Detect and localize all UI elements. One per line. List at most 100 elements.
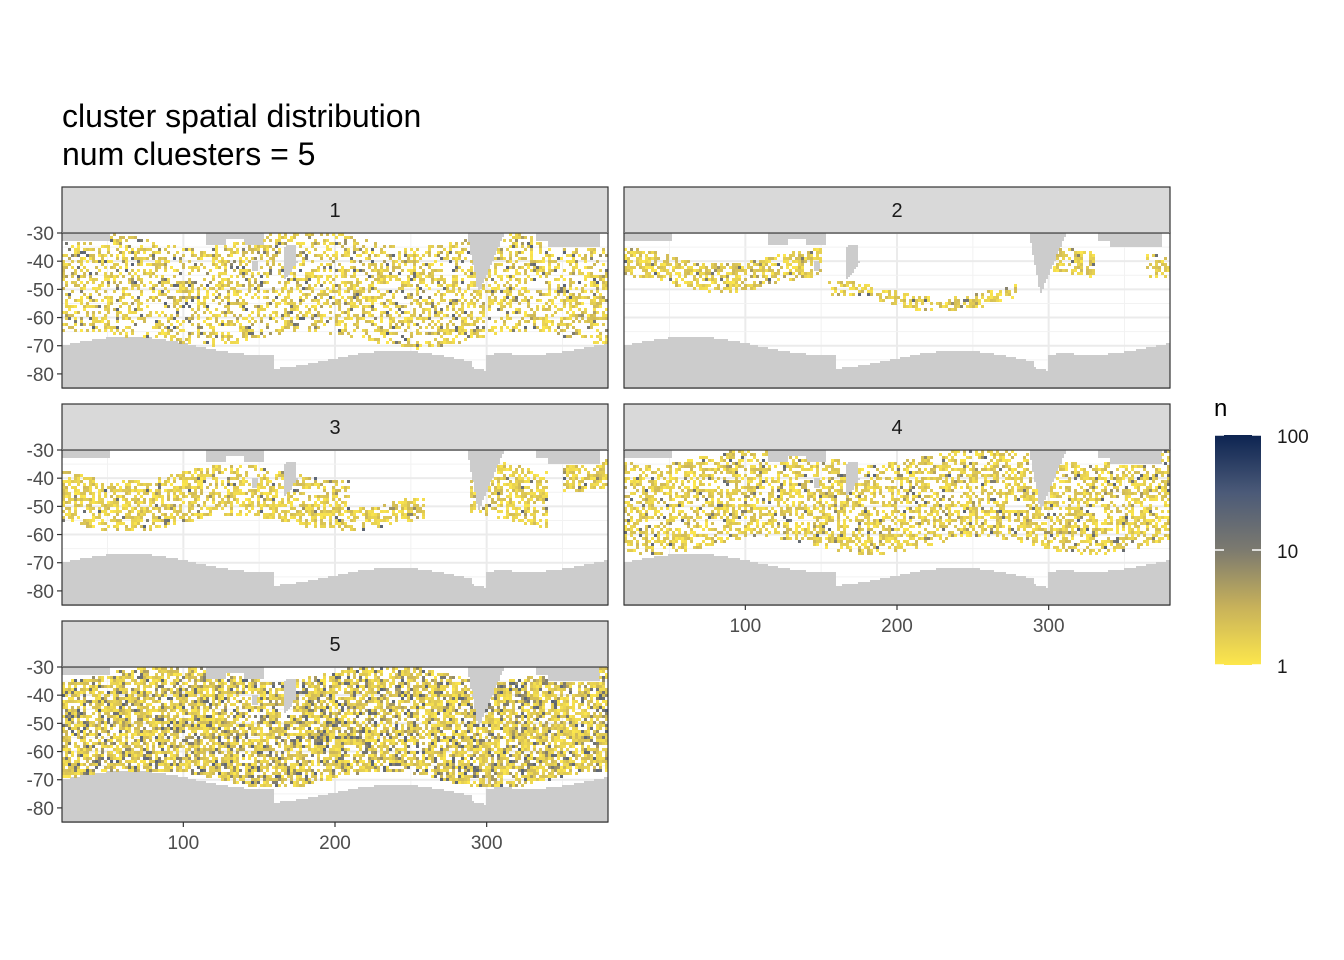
data-cell [377, 329, 380, 332]
land-cell [296, 365, 472, 367]
land-cell [624, 377, 1170, 379]
data-cell [380, 281, 383, 284]
data-cell [596, 341, 599, 344]
data-cell [347, 290, 350, 293]
data-cell [284, 519, 287, 522]
data-cell [605, 254, 608, 257]
land-cell [284, 490, 290, 492]
data-cell [467, 275, 470, 278]
data-cell [158, 323, 161, 326]
data-cell [176, 498, 179, 501]
data-cell [879, 293, 882, 296]
data-cell [491, 492, 494, 495]
data-cell [242, 284, 245, 287]
data-cell [194, 489, 197, 492]
data-cell [335, 507, 338, 510]
data-cell [654, 263, 657, 266]
data-cell [230, 483, 233, 486]
data-cell [218, 281, 221, 284]
data-cell [68, 326, 71, 329]
data-cell [521, 299, 524, 302]
data-cell [242, 492, 245, 495]
land-cell [1124, 351, 1170, 353]
data-cell [365, 516, 368, 519]
data-cell [410, 320, 413, 323]
data-cell [158, 519, 161, 522]
data-cell [302, 513, 305, 516]
data-cell [497, 510, 500, 513]
data-cell [143, 492, 146, 495]
data-cell [584, 486, 587, 489]
data-cell [152, 495, 155, 498]
data-cell [305, 305, 308, 308]
data-cell [305, 275, 308, 278]
data-cell [533, 266, 536, 269]
data-cell [296, 284, 299, 287]
data-cell [473, 302, 476, 305]
land-cell [62, 452, 110, 454]
data-cell [596, 471, 599, 474]
data-cell [578, 471, 581, 474]
data-cell [377, 513, 380, 516]
data-cell [416, 498, 419, 501]
data-cell [179, 507, 182, 510]
data-cell [113, 242, 116, 245]
data-cell [539, 498, 542, 501]
data-cell [645, 275, 648, 278]
data-cell [317, 486, 320, 489]
data-cell [203, 251, 206, 254]
data-cell [335, 495, 338, 498]
data-cell [350, 257, 353, 260]
data-cell [131, 480, 134, 483]
data-cell [110, 486, 113, 489]
data-cell [65, 314, 68, 317]
data-cell [494, 299, 497, 302]
data-cell [404, 338, 407, 341]
land-cell [624, 592, 1170, 594]
data-cell [735, 278, 738, 281]
data-cell [509, 501, 512, 504]
data-cell [554, 266, 557, 269]
data-cell [527, 242, 530, 245]
data-cell [530, 239, 533, 242]
data-cell [341, 245, 344, 248]
data-cell [245, 492, 248, 495]
data-cell [593, 278, 596, 281]
data-cell [83, 519, 86, 522]
data-cell [194, 480, 197, 483]
data-cell [317, 513, 320, 516]
data-cell [305, 314, 308, 317]
data-cell [263, 486, 266, 489]
data-cell [503, 516, 506, 519]
data-cell [446, 257, 449, 260]
data-cell [386, 290, 389, 293]
data-cell [116, 510, 119, 513]
data-cell [161, 323, 164, 326]
data-cell [74, 248, 77, 251]
data-cell [257, 251, 260, 254]
land-cell [284, 255, 296, 257]
data-cell [476, 290, 479, 293]
land-cell [284, 474, 296, 476]
data-cell [599, 480, 602, 483]
data-cell [503, 290, 506, 293]
data-cell [590, 474, 593, 477]
data-cell [113, 332, 116, 335]
data-cell [164, 257, 167, 260]
data-cell [224, 311, 227, 314]
data-cell [572, 320, 575, 323]
data-cell [563, 471, 566, 474]
data-cell [413, 257, 416, 260]
data-cell [329, 290, 332, 293]
data-cell [161, 329, 164, 332]
data-cell [194, 495, 197, 498]
data-cell [590, 290, 593, 293]
data-cell [669, 278, 672, 281]
land-cell [1038, 285, 1044, 287]
data-cell [401, 501, 404, 504]
data-cell [404, 317, 407, 320]
data-cell [389, 302, 392, 305]
data-cell [551, 314, 554, 317]
data-cell [167, 516, 170, 519]
land-cell [62, 355, 274, 357]
